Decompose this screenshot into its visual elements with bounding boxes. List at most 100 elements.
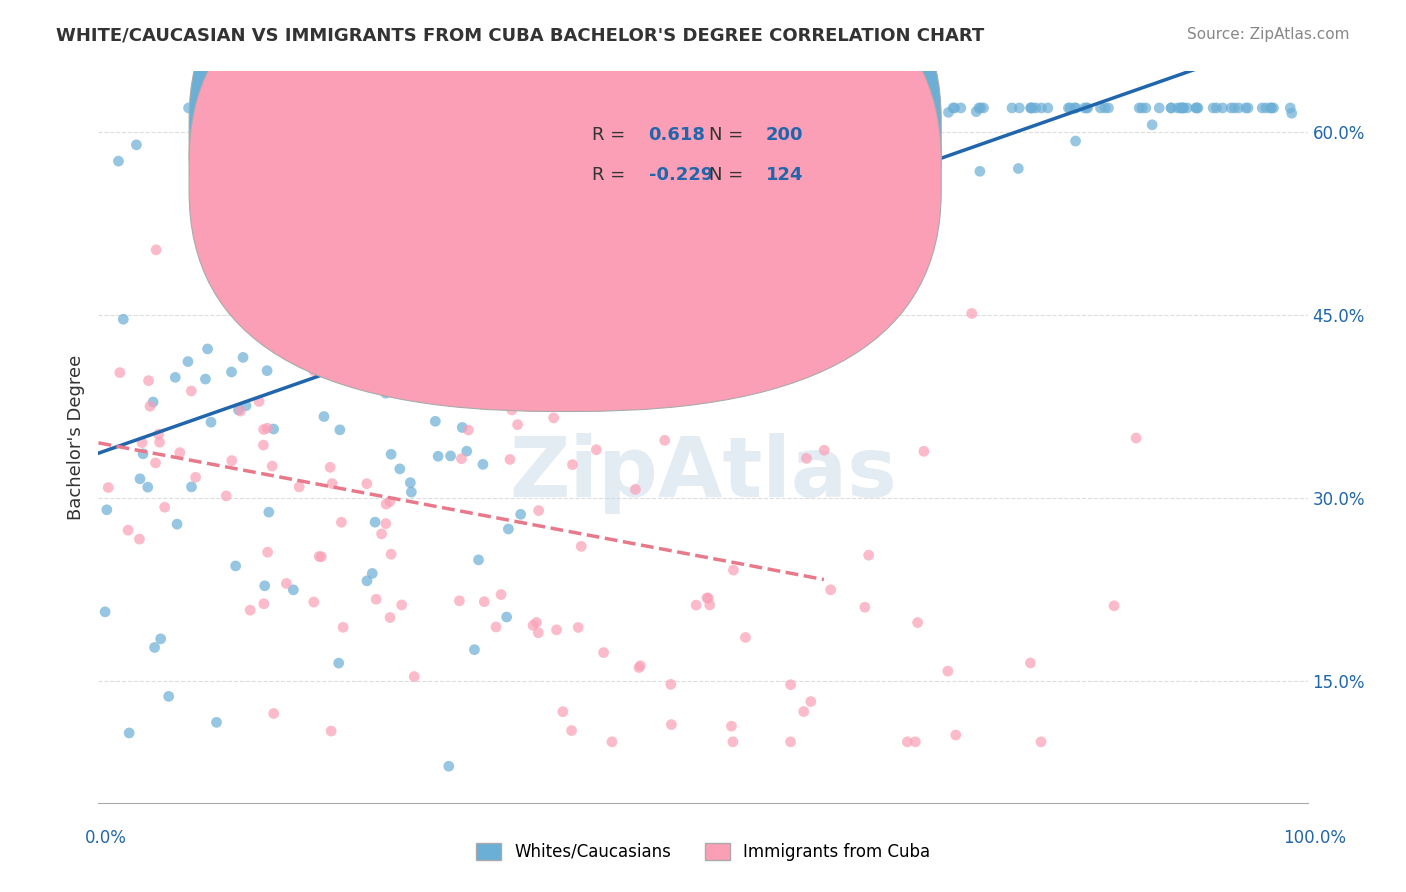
Point: [811, 200, 834, 214]
Point: [801, 101, 824, 115]
FancyBboxPatch shape: [190, 0, 941, 371]
Point: [253, 579, 276, 593]
Point: [312, 364, 335, 378]
Point: [142, 395, 165, 409]
Point: [1251, 101, 1274, 115]
Point: [329, 423, 352, 437]
Point: [1234, 101, 1257, 115]
Point: [659, 677, 682, 691]
Point: [363, 321, 385, 335]
Point: [294, 316, 316, 330]
Point: [225, 558, 247, 573]
Point: [502, 381, 524, 395]
Point: [1281, 106, 1303, 120]
Text: 0.0%: 0.0%: [84, 829, 127, 847]
Point: [1160, 101, 1182, 115]
Point: [628, 658, 651, 673]
Point: [858, 548, 880, 562]
Point: [467, 553, 489, 567]
Point: [439, 449, 461, 463]
Point: [658, 192, 681, 206]
Point: [364, 515, 387, 529]
Point: [546, 623, 568, 637]
Point: [1279, 101, 1302, 115]
Point: [94, 605, 117, 619]
Point: [276, 576, 298, 591]
Point: [527, 503, 550, 517]
Point: [149, 632, 172, 646]
Text: 100.0%: 100.0%: [1284, 829, 1346, 847]
Point: [256, 421, 278, 435]
Point: [450, 451, 472, 466]
Point: [194, 372, 217, 386]
Point: [456, 444, 478, 458]
Point: [425, 414, 447, 428]
Text: ZipAtlas: ZipAtlas: [509, 434, 897, 514]
Point: [471, 458, 494, 472]
Y-axis label: Bachelor's Degree: Bachelor's Degree: [66, 354, 84, 520]
Text: 124: 124: [766, 166, 803, 185]
Text: -0.229: -0.229: [648, 166, 713, 185]
Point: [1036, 101, 1059, 115]
Point: [821, 254, 844, 268]
Point: [125, 137, 148, 152]
Point: [485, 326, 508, 340]
Point: [311, 292, 333, 306]
Text: R =: R =: [592, 126, 631, 144]
Point: [143, 640, 166, 655]
Point: [661, 717, 683, 731]
Point: [1173, 101, 1195, 115]
Point: [960, 306, 983, 320]
Point: [721, 262, 744, 277]
Point: [380, 303, 402, 318]
Point: [96, 503, 118, 517]
Point: [685, 598, 707, 612]
Point: [247, 394, 270, 409]
Point: [262, 458, 284, 473]
Point: [557, 101, 579, 115]
Point: [180, 480, 202, 494]
Point: [1254, 101, 1277, 115]
Point: [228, 403, 250, 417]
Point: [378, 610, 401, 624]
Point: [938, 105, 960, 120]
Point: [288, 480, 311, 494]
Point: [253, 324, 276, 338]
Point: [1263, 101, 1285, 115]
Point: [551, 705, 574, 719]
Point: [709, 101, 731, 115]
Point: [498, 522, 520, 536]
Point: [645, 362, 668, 376]
Point: [969, 164, 991, 178]
Point: [380, 447, 402, 461]
Point: [723, 563, 745, 577]
Point: [370, 527, 392, 541]
Point: [1059, 101, 1081, 115]
Point: [907, 158, 929, 172]
Text: 200: 200: [766, 126, 803, 144]
Point: [654, 434, 676, 448]
Point: [967, 101, 990, 115]
Point: [727, 270, 749, 285]
Point: [609, 356, 631, 370]
Point: [180, 384, 202, 398]
Point: [766, 162, 789, 177]
Point: [1064, 101, 1087, 115]
Point: [1021, 101, 1043, 115]
Point: [1007, 161, 1029, 176]
Point: [432, 158, 454, 172]
Point: [1128, 101, 1150, 115]
Text: 0.618: 0.618: [648, 126, 706, 144]
Point: [117, 523, 139, 537]
Text: R =: R =: [592, 166, 631, 185]
Point: [472, 595, 495, 609]
Point: [520, 384, 543, 398]
Point: [1076, 101, 1098, 115]
Point: [627, 660, 650, 674]
Point: [235, 399, 257, 413]
Point: [1019, 101, 1042, 115]
Point: [567, 620, 589, 634]
FancyBboxPatch shape: [522, 97, 884, 214]
Point: [527, 289, 550, 303]
Point: [307, 249, 329, 263]
